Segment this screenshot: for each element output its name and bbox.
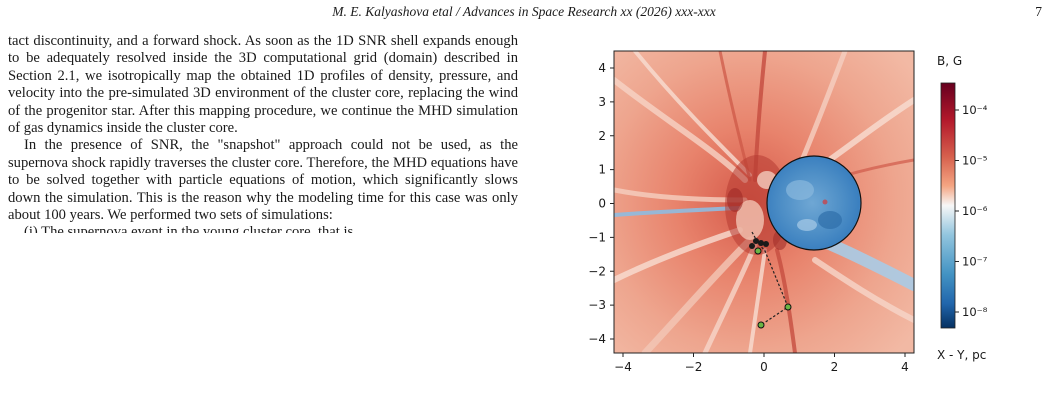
colorbar: B, G 10⁻⁴ 10⁻⁵ 10⁻⁶ 10⁻⁷ 10⁻⁸: [937, 54, 988, 329]
x-tick-label: 2: [831, 360, 839, 374]
y-tick-label: 4: [598, 61, 606, 75]
y-tick-label: −3: [588, 298, 606, 312]
colorbar-tick-label: 10⁻⁶: [962, 204, 988, 218]
colorbar-ticks: 10⁻⁴ 10⁻⁵ 10⁻⁶ 10⁻⁷ 10⁻⁸: [955, 103, 988, 319]
colorbar-tick-label: 10⁻⁴: [962, 103, 988, 117]
colorbar-tick-label: 10⁻⁸: [962, 305, 988, 319]
colorbar-tick-label: 10⁻⁵: [962, 154, 988, 168]
field-map: [614, 51, 914, 353]
star-trajectories: [749, 231, 792, 329]
body-text-column: tact discontinuity, and a forward shock.…: [8, 33, 518, 233]
magnetic-field-figure: −4 −2 0 2 4 4 3 2 1 0 −1 −2 −3 −4 B, G 10⁻⁴ 10⁻⁵ 10⁻⁶ 1…: [545, 40, 1048, 400]
colorbar-label: B, G: [937, 54, 962, 68]
y-tick-label: −2: [588, 264, 606, 278]
running-header: M. E. Kalyashova etal / Advances in Spac…: [0, 3, 1048, 23]
list-item-i: (i) The supernova event in the young clu…: [24, 224, 357, 234]
y-tick-label: 2: [598, 129, 606, 143]
y-tick-label: 0: [598, 197, 606, 211]
colorbar-gradient: [940, 82, 956, 329]
running-head-title: M. E. Kalyashova etal / Advances in Spac…: [332, 4, 716, 19]
x-tick-label: 4: [901, 360, 909, 374]
snr-interior: [786, 180, 842, 231]
paragraph-snr-presence: In the presence of SNR, the "snapshot" a…: [8, 137, 518, 224]
axis-caption: X - Y, pc: [937, 348, 986, 362]
paragraph-mapping-procedure: tact discontinuity, and a forward shock.…: [8, 33, 518, 137]
snr-shell: [766, 155, 862, 251]
x-axis: −4 −2 0 2 4: [614, 353, 909, 374]
page-number: 7: [1035, 4, 1042, 19]
y-tick-label: 1: [598, 163, 606, 177]
colorbar-tick-label: 10⁻⁷: [962, 255, 988, 269]
y-tick-label: −4: [588, 332, 606, 346]
y-tick-label: −1: [588, 230, 606, 244]
x-tick-label: 0: [760, 360, 768, 374]
x-tick-label: −2: [685, 360, 703, 374]
y-tick-label: 3: [598, 95, 606, 109]
x-tick-label: −4: [614, 360, 632, 374]
y-axis: 4 3 2 1 0 −1 −2 −3 −4: [588, 61, 614, 346]
